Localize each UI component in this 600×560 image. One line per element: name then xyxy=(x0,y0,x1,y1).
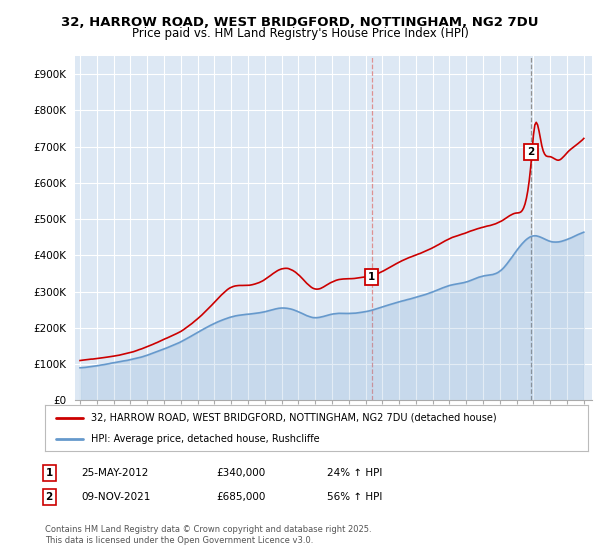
Text: £340,000: £340,000 xyxy=(216,468,265,478)
Text: 2: 2 xyxy=(46,492,53,502)
Text: 24% ↑ HPI: 24% ↑ HPI xyxy=(327,468,382,478)
Text: 56% ↑ HPI: 56% ↑ HPI xyxy=(327,492,382,502)
Text: Price paid vs. HM Land Registry's House Price Index (HPI): Price paid vs. HM Land Registry's House … xyxy=(131,27,469,40)
Text: 2: 2 xyxy=(527,147,535,157)
Text: 32, HARROW ROAD, WEST BRIDGFORD, NOTTINGHAM, NG2 7DU (detached house): 32, HARROW ROAD, WEST BRIDGFORD, NOTTING… xyxy=(91,413,497,423)
Text: 09-NOV-2021: 09-NOV-2021 xyxy=(81,492,151,502)
Text: Contains HM Land Registry data © Crown copyright and database right 2025.
This d: Contains HM Land Registry data © Crown c… xyxy=(45,525,371,545)
Text: 32, HARROW ROAD, WEST BRIDGFORD, NOTTINGHAM, NG2 7DU: 32, HARROW ROAD, WEST BRIDGFORD, NOTTING… xyxy=(61,16,539,29)
Text: 25-MAY-2012: 25-MAY-2012 xyxy=(81,468,148,478)
Text: 1: 1 xyxy=(368,272,376,282)
Text: HPI: Average price, detached house, Rushcliffe: HPI: Average price, detached house, Rush… xyxy=(91,435,320,444)
Text: £685,000: £685,000 xyxy=(216,492,265,502)
Text: 1: 1 xyxy=(46,468,53,478)
